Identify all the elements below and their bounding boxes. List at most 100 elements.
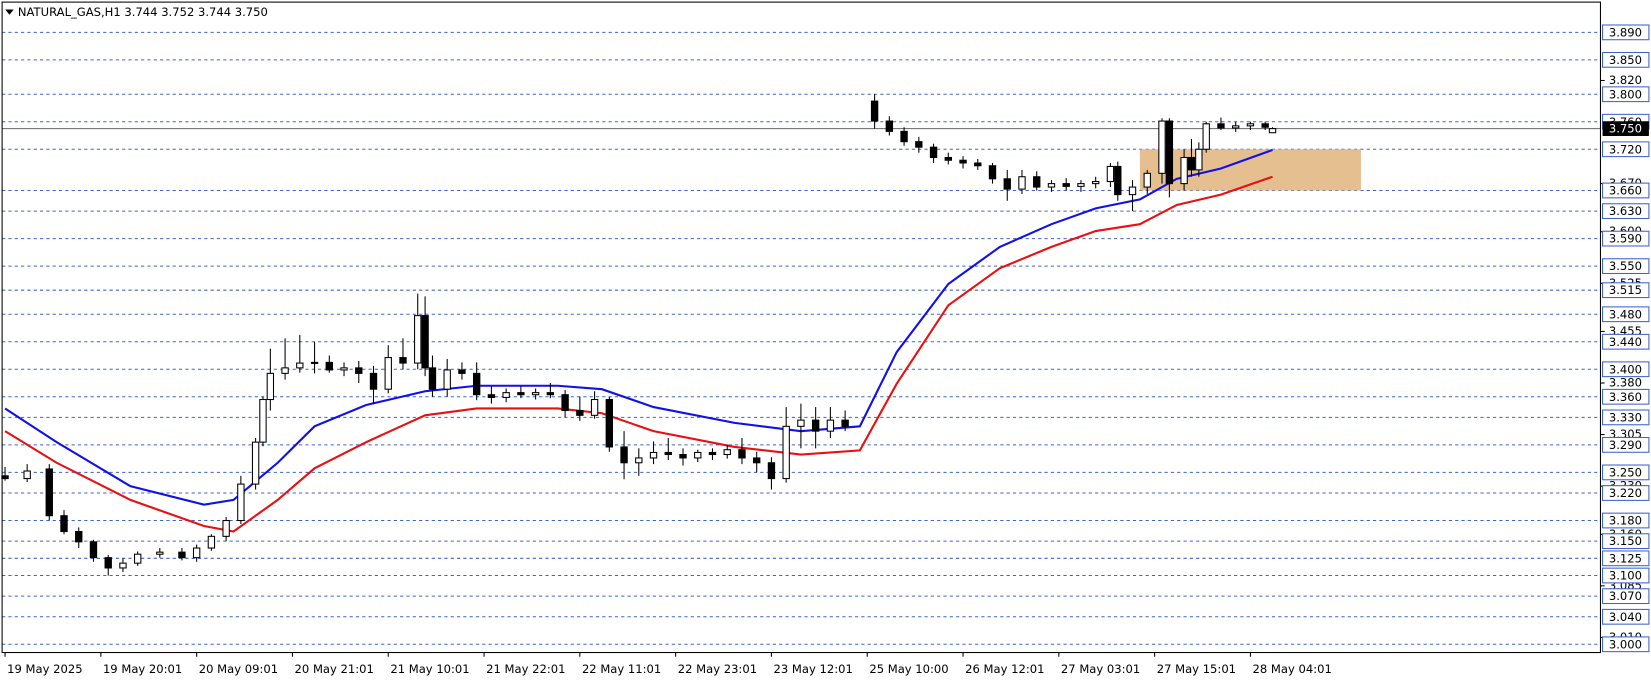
candle-body (222, 519, 230, 537)
candle-body (1217, 123, 1225, 129)
candle-body (1091, 181, 1100, 185)
level-label: 3.630 (1609, 204, 1642, 218)
candle-body (156, 551, 164, 555)
candle-body (590, 398, 599, 416)
level-label: 3.100 (1609, 569, 1642, 583)
level-label-box (1602, 333, 1650, 350)
candle-body (1047, 183, 1056, 188)
level-label-box (1602, 282, 1650, 299)
level-label-box (1602, 388, 1650, 405)
candle-body (708, 451, 717, 456)
candle-body (60, 515, 68, 533)
ma-line (4, 175, 1273, 533)
candle-body (826, 419, 835, 432)
candle-body (1033, 176, 1041, 188)
candle-body (576, 409, 584, 416)
candle-body (1246, 123, 1255, 127)
candle-body (1187, 156, 1196, 171)
x-tick-label: 21 May 22:01 (486, 662, 565, 676)
menu-arrow (5, 9, 14, 15)
grid-layer (2, 31, 1601, 645)
candle-body (782, 425, 790, 480)
candle-body (885, 120, 894, 132)
candle-body (1232, 125, 1240, 129)
level-label-box (1602, 512, 1650, 529)
candle-body (694, 451, 702, 459)
candle-body (517, 392, 525, 396)
y-tick-label: 3.820 (1609, 73, 1642, 87)
candle-body (944, 156, 952, 161)
candle-body (75, 530, 83, 543)
candle-body (1106, 165, 1115, 183)
level-label-box (1602, 86, 1650, 103)
level-label-box (1602, 608, 1650, 625)
candle-body (266, 372, 275, 401)
level-label-box (1602, 533, 1650, 550)
candle-body (119, 562, 127, 569)
candle-body (325, 361, 333, 371)
current-price-box (1602, 121, 1649, 136)
level-label: 3.150 (1609, 534, 1642, 548)
current-price-label: 3.750 (1609, 122, 1642, 136)
candle-body (738, 449, 746, 459)
candle-body (1158, 120, 1166, 174)
x-tick-label: 27 May 03:01 (1061, 662, 1140, 676)
candle-body (399, 357, 407, 364)
candle-body (1202, 123, 1210, 150)
candle-body (1128, 186, 1137, 196)
candle-body (1018, 176, 1026, 190)
marks-layer (1, 94, 1277, 576)
level-label-box (1602, 141, 1650, 158)
level-label-box (1602, 588, 1650, 605)
candle-body (649, 451, 658, 459)
level-label-box (1602, 409, 1650, 426)
level-label-box (1602, 436, 1650, 453)
level-label: 3.000 (1609, 637, 1642, 651)
candle-body (605, 398, 614, 448)
level-label: 3.070 (1609, 589, 1642, 603)
level-label-box (1602, 306, 1650, 323)
candle-body (1003, 178, 1011, 190)
plot-frame (1, 1, 1601, 654)
x-tick-label: 21 May 10:01 (390, 662, 469, 676)
candle-body (679, 453, 687, 459)
level-label: 3.550 (1609, 259, 1642, 273)
candle-body (561, 394, 569, 412)
ma-line (4, 148, 1273, 506)
candle-body (900, 130, 908, 143)
x-tick-label: 22 May 11:01 (582, 662, 661, 676)
x-tick-label: 23 May 12:01 (774, 662, 853, 676)
level-label: 3.290 (1609, 438, 1642, 452)
candle-body (45, 468, 53, 517)
level-label: 3.180 (1609, 514, 1642, 528)
candle-body (1143, 172, 1151, 188)
level-label: 3.330 (1609, 410, 1642, 424)
x-tick-label: 20 May 09:01 (199, 662, 278, 676)
x-tick-label: 22 May 23:01 (678, 662, 757, 676)
candle-body (281, 367, 289, 374)
candle-body (767, 462, 776, 480)
candle-body (259, 398, 267, 443)
level-label: 3.400 (1609, 362, 1642, 376)
level-label: 3.360 (1609, 390, 1642, 404)
chart-title: NATURAL_GAS,H1 3.744 3.752 3.744 3.750 (18, 5, 268, 19)
level-label-box (1602, 550, 1650, 567)
level-label-box (1602, 24, 1650, 41)
candle-body (811, 419, 820, 432)
candle-body (1, 475, 9, 480)
candle-body (251, 441, 260, 485)
level-label: 3.515 (1609, 283, 1642, 297)
candle-body (192, 547, 201, 559)
level-label-box (1602, 51, 1650, 68)
candle-body (89, 541, 98, 559)
level-label: 3.125 (1609, 551, 1642, 565)
candle-body (988, 165, 997, 180)
level-label: 3.890 (1609, 25, 1642, 39)
candle-body (959, 159, 967, 164)
candle-body (472, 372, 481, 396)
candle-body (1165, 120, 1174, 185)
level-label-box (1602, 464, 1650, 481)
candle-body (753, 457, 761, 464)
